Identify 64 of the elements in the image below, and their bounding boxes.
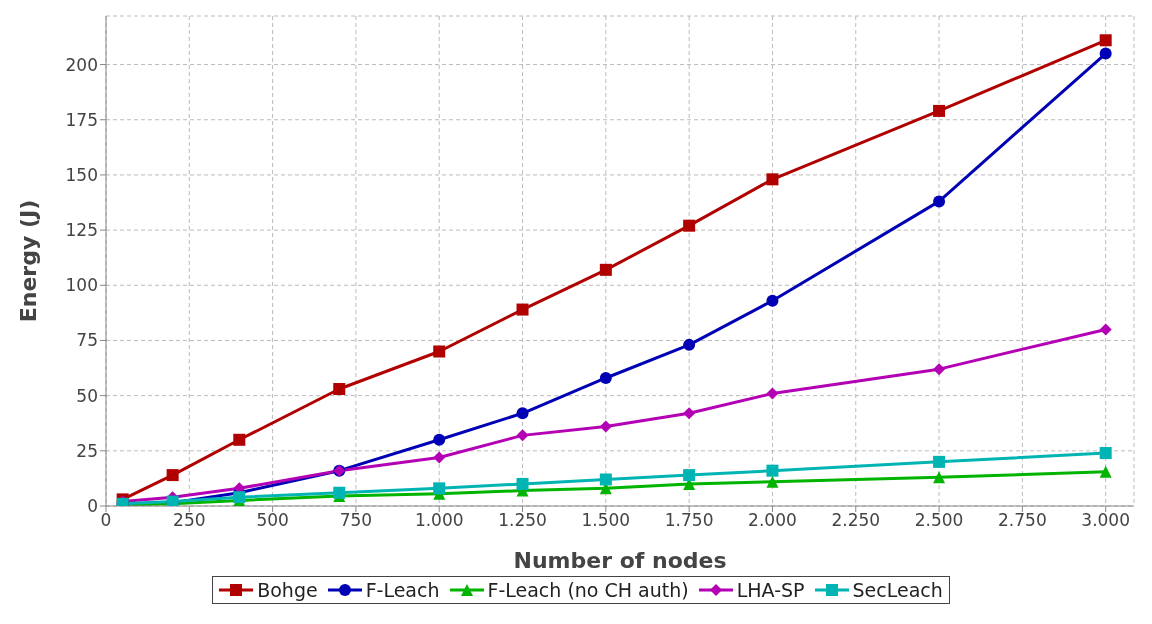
point: [1099, 47, 1112, 60]
point: [1099, 465, 1112, 478]
x-tick-label: 750: [339, 510, 373, 531]
point: [599, 263, 612, 276]
point: [933, 471, 946, 484]
point: [766, 475, 779, 488]
y-tick-label: 150: [65, 164, 98, 185]
legend-label: F-Leach (no CH auth): [487, 579, 689, 601]
point: [683, 469, 696, 482]
point: [233, 433, 246, 446]
point: [333, 383, 346, 396]
x-tick-label: 1.750: [664, 510, 714, 531]
x-tick-label: 0: [100, 510, 112, 531]
point: [933, 455, 946, 468]
y-tick-label: 75: [76, 330, 98, 351]
point: [433, 433, 446, 446]
point: [766, 173, 779, 186]
y-tick-label: 125: [65, 220, 98, 241]
y-axis-title: Energy (J): [15, 199, 41, 323]
x-tick-label: 2.000: [748, 510, 797, 531]
x-tick-label: 1.500: [581, 510, 631, 531]
x-tick-label: 1.250: [498, 510, 547, 531]
y-tick-label: 0: [87, 496, 98, 517]
point: [1099, 323, 1112, 336]
point: [1099, 34, 1112, 47]
point: [683, 338, 696, 351]
point: [1099, 447, 1112, 460]
point: [766, 464, 779, 477]
point: [433, 482, 446, 495]
x-tick-label: 2.250: [831, 510, 881, 531]
point: [516, 407, 529, 420]
y-tick-label: 175: [65, 109, 98, 130]
x-tick-label: 250: [173, 510, 206, 531]
legend-label: Bohge: [257, 579, 318, 601]
y-tick-label: 200: [65, 54, 98, 75]
point: [166, 469, 179, 482]
x-tick-label: 500: [256, 510, 289, 531]
x-tick-label: 2.750: [998, 510, 1047, 531]
legend-label: SecLeach: [852, 579, 943, 601]
point: [683, 219, 696, 232]
x-axis-title: Number of nodes: [513, 548, 727, 573]
point: [433, 345, 446, 358]
x-tick-label: 1.000: [414, 510, 464, 531]
point: [516, 429, 529, 442]
point: [683, 407, 696, 420]
point: [933, 104, 946, 117]
x-tick-label: 2.500: [914, 510, 964, 531]
y-tick-label: 50: [76, 385, 98, 406]
point: [433, 451, 446, 464]
legend-label: F-Leach: [365, 579, 440, 601]
point: [933, 195, 946, 208]
y-tick-label: 100: [65, 275, 98, 296]
point: [766, 294, 779, 307]
point: [599, 420, 612, 433]
point: [333, 486, 346, 499]
point: [766, 387, 779, 400]
point: [516, 303, 529, 316]
point: [933, 363, 946, 376]
point: [599, 371, 612, 384]
legend-label: LHA-SP: [736, 579, 805, 601]
point: [516, 477, 529, 490]
y-tick-label: 25: [76, 440, 98, 461]
point: [599, 473, 612, 486]
x-tick-label: 3.000: [1081, 510, 1131, 531]
